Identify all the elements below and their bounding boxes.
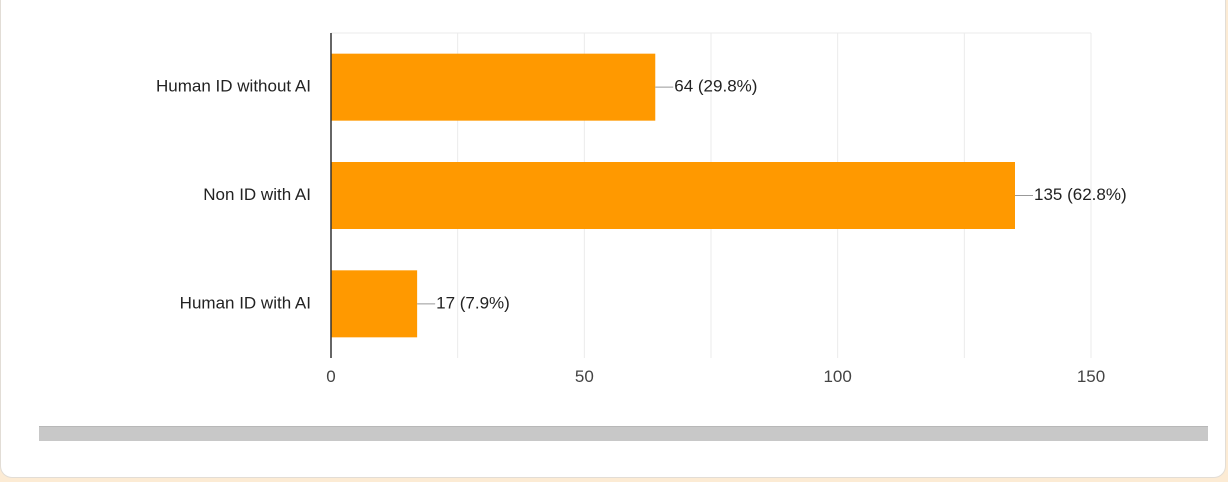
horizontal-scrollbar[interactable] (39, 426, 1208, 441)
category-label: Human ID with AI (180, 293, 311, 312)
x-tick-label: 100 (823, 367, 851, 386)
bar[interactable] (331, 162, 1015, 229)
data-label: 64 (29.8%) (674, 77, 757, 96)
labels: 64 (29.8%) Human ID without AI 135 (62.8%)… (156, 77, 1127, 386)
category-label: Non ID with AI (203, 185, 311, 204)
data-label: 135 (62.8%) (1034, 185, 1127, 204)
bars (331, 53, 1015, 338)
x-tick-label: 150 (1077, 367, 1105, 386)
data-label: 17 (7.9%) (436, 293, 510, 312)
x-tick-label: 50 (575, 367, 594, 386)
category-label: Human ID without AI (156, 77, 311, 96)
bar[interactable] (331, 53, 656, 121)
bar[interactable] (331, 270, 418, 338)
bar-chart: 64 (29.8%) Human ID without AI 135 (62.8%)… (156, 32, 1127, 386)
x-tick-label: 0 (326, 367, 335, 386)
